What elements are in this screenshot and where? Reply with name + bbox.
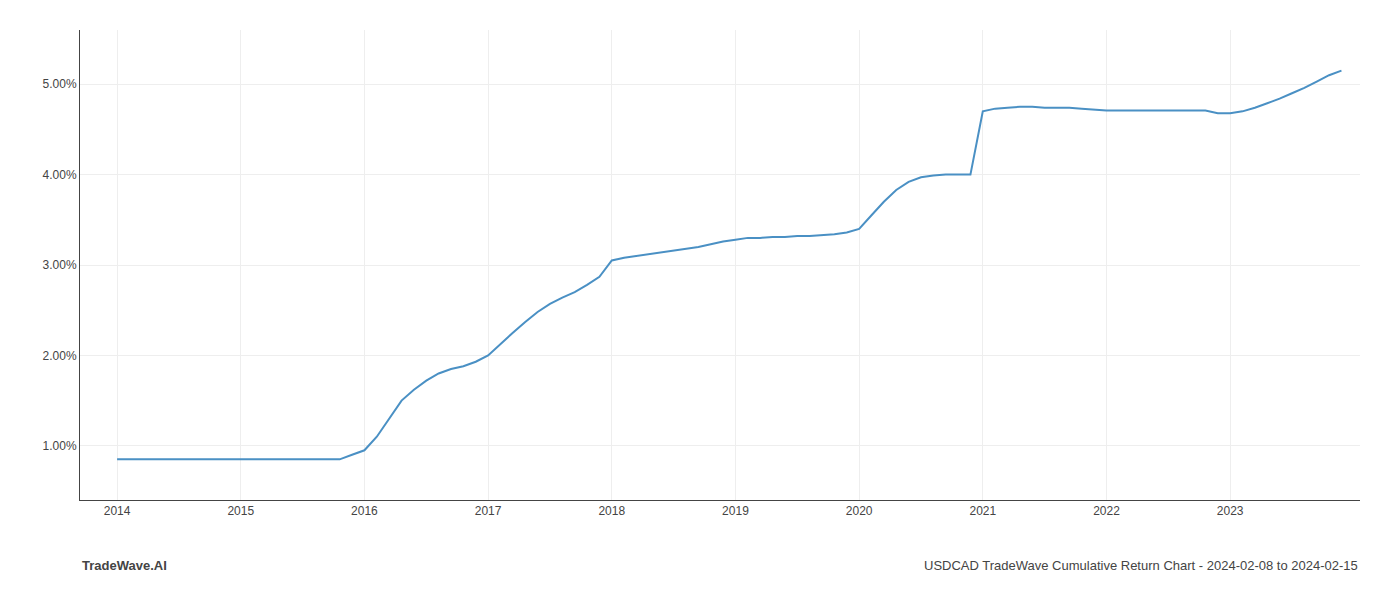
svg-text:2014: 2014 <box>104 504 131 518</box>
svg-text:5.00%: 5.00% <box>43 77 77 91</box>
svg-text:2020: 2020 <box>846 504 873 518</box>
svg-text:2021: 2021 <box>969 504 996 518</box>
svg-text:3.00%: 3.00% <box>43 258 77 272</box>
svg-text:4.00%: 4.00% <box>43 168 77 182</box>
svg-text:1.00%: 1.00% <box>43 439 77 453</box>
svg-text:2.00%: 2.00% <box>43 349 77 363</box>
svg-text:2023: 2023 <box>1217 504 1244 518</box>
svg-text:2018: 2018 <box>598 504 625 518</box>
svg-text:USDCAD TradeWave Cumulative Re: USDCAD TradeWave Cumulative Return Chart… <box>924 558 1358 573</box>
svg-text:2019: 2019 <box>722 504 749 518</box>
svg-text:2022: 2022 <box>1093 504 1120 518</box>
svg-text:2015: 2015 <box>227 504 254 518</box>
svg-text:2017: 2017 <box>475 504 502 518</box>
svg-text:2016: 2016 <box>351 504 378 518</box>
svg-text:TradeWave.AI: TradeWave.AI <box>82 558 167 573</box>
